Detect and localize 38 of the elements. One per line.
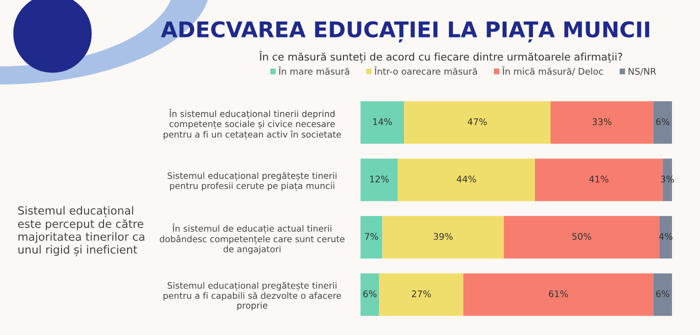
y-tick-label: În sistemul educațional tinerii deprind competențe sociale și civice necesare pentru a fi un cetațean activ în societate (164, 108, 341, 140)
data-label: 39% (434, 233, 453, 240)
bar (360, 101, 404, 144)
bar (550, 101, 654, 144)
data-label: 6% (656, 290, 670, 298)
chart-subtitle: În ce măsură sunteți de acord cu fiecare dintre următoarele afirmații? (259, 50, 622, 64)
legend-label: Într-o oarecare măsură (374, 66, 477, 75)
data-label: 61% (548, 290, 568, 298)
data-label: 47% (468, 118, 487, 126)
chart-title: ADECVAREA EDUCAȚIEI LA PIAȚA MUNCII (160, 21, 650, 42)
legend-label: NS/NR (628, 68, 656, 76)
bar (379, 273, 464, 316)
bar (504, 216, 660, 258)
bar (360, 273, 380, 316)
y-tick-label: În sistemul de educație actual tinerii dobândesc competențele care sunt cerute de angajatori (160, 224, 344, 254)
text: Sistemul educațional este perceput de către majoritatea tinerilor ca unul rigid și ineficient (18, 206, 144, 256)
data-label: 6% (656, 118, 670, 126)
bar (398, 158, 535, 202)
data-label: 33% (592, 118, 612, 126)
data-label: 6% (363, 290, 377, 298)
data-label: 41% (589, 176, 608, 182)
legend-label: În mare măsură (278, 66, 350, 75)
data-label: 50% (572, 233, 592, 240)
legend-label: În mică măsură/ Deloc (502, 66, 603, 76)
bar (653, 101, 672, 144)
bar (404, 101, 551, 144)
data-label: 14% (373, 118, 392, 126)
bar (382, 216, 504, 258)
bar (360, 158, 398, 202)
bar (360, 216, 382, 258)
bar (463, 273, 654, 316)
data-label: 27% (412, 290, 431, 298)
bar (653, 273, 672, 316)
y-tick-label: Sistemul educațional pregătește tinerii pentru profesii cerute pe piața muncii (168, 172, 336, 192)
data-label: 7% (364, 233, 378, 240)
y-tick-label: Sistemul educațional pregătește tinerii pentru a fi capabili să dezvolte o afacere proprie (164, 282, 342, 310)
data-label: 12% (370, 176, 389, 182)
data-label: 44% (456, 176, 476, 182)
